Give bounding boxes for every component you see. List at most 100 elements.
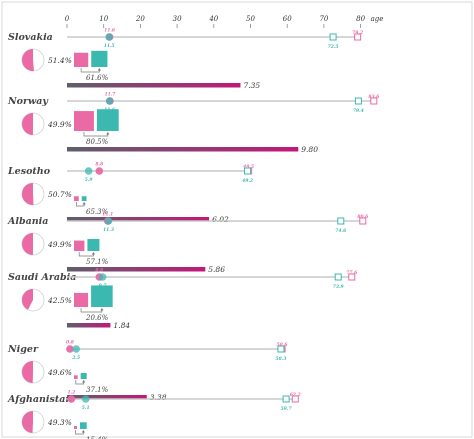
end-label-male: 79.4 <box>353 108 364 114</box>
pie-percent-label: 49.9% <box>47 120 72 129</box>
square-male <box>91 285 113 307</box>
bar-value-label: 3.38 <box>150 393 167 402</box>
dot-label-male: 11.5 <box>104 43 115 49</box>
end-label-male: 73.9 <box>333 284 345 290</box>
axis-tick-label: 40 <box>208 15 218 23</box>
dot-label-female: 8.8 <box>95 162 104 168</box>
dot-male <box>81 395 90 403</box>
pie-percent-label: 49.9% <box>47 240 72 249</box>
square-male <box>80 372 87 379</box>
square-female <box>74 111 94 131</box>
value-bar <box>67 395 147 400</box>
end-label-female: 83.6 <box>368 94 380 100</box>
square-female <box>74 52 89 67</box>
bracket-arrow <box>82 202 86 205</box>
axis-tick-label: 60 <box>283 15 292 23</box>
bracket-percent: 20.6% <box>85 314 109 322</box>
end-label-male: 49.2 <box>242 178 253 184</box>
axis-tick-label: 70 <box>319 15 328 23</box>
bar-value-label: 7.35 <box>243 81 260 90</box>
country-row-slovakia: Slovakia 79.2 72.5 11.6 11.5 61.6% 7.35 51.4% <box>8 28 363 91</box>
dot-female <box>66 345 74 353</box>
square-male <box>87 238 100 251</box>
end-marker-male <box>337 217 345 225</box>
end-label-male: 58.3 <box>275 356 286 362</box>
bracket-connector <box>78 252 94 257</box>
square-male <box>96 109 119 131</box>
dot-label-female: 11.7 <box>104 92 116 98</box>
axis-tick-label: 80 <box>356 15 365 23</box>
end-marker-male <box>334 273 342 281</box>
end-marker-male <box>354 97 362 105</box>
end-label-female: 62.2 <box>290 392 301 398</box>
bracket-percent: 80.5% <box>86 138 109 146</box>
pie-slice-female <box>22 183 34 205</box>
dot-female <box>95 167 104 175</box>
bracket-connector <box>80 68 100 73</box>
pie-slice-female <box>22 361 33 383</box>
bracket-arrow <box>100 308 104 311</box>
dot-label-male: 2.5 <box>71 355 80 361</box>
end-marker-male <box>282 395 290 403</box>
square-female <box>74 196 79 201</box>
end-marker-male <box>244 167 252 175</box>
pie-slice-female <box>21 49 34 71</box>
end-marker-female <box>359 217 367 225</box>
pie-slice-female <box>21 233 33 255</box>
bracket-connector <box>83 132 109 137</box>
bar-value-label: 6.02 <box>212 215 229 224</box>
pie-percent-label: 51.4% <box>48 56 72 65</box>
country-name: Albania <box>7 216 48 227</box>
bracket-arrow <box>82 380 86 383</box>
end-marker-female <box>348 273 356 281</box>
value-bar <box>67 83 241 88</box>
bracket-percent: 65.3% <box>86 208 109 216</box>
value-bar <box>67 323 111 328</box>
axis-label: age <box>371 15 384 23</box>
country-name: Saudi Arabia <box>8 272 76 283</box>
square-female <box>74 292 89 307</box>
country-name: Lesotho <box>7 166 51 177</box>
end-marker-female <box>370 97 378 105</box>
axis-tick-label: 50 <box>246 15 255 23</box>
end-label-male: 59.7 <box>281 406 293 412</box>
country-row-lesotho: Lesotho 49.5 49.2 8.8 5.9 65.3% 6.02 50.7% <box>7 162 254 225</box>
pie-slice-female <box>22 113 33 135</box>
dot-label-female: 0.8 <box>66 340 75 346</box>
end-label-female: 79.2 <box>352 30 363 36</box>
dot-male <box>104 217 113 225</box>
country-name: Afghanistan <box>7 394 72 405</box>
bracket-arrow <box>97 68 101 71</box>
dot-male <box>105 33 114 41</box>
country-name: Niger <box>7 344 39 355</box>
end-marker-female <box>291 395 299 403</box>
square-female <box>74 240 85 251</box>
dot-female <box>67 395 76 403</box>
end-label-female: 77.6 <box>346 270 358 276</box>
country-name: Slovakia <box>8 32 53 43</box>
bracket-percent: 61.6% <box>86 74 109 82</box>
top-axis: 0 10 20 30 40 50 60 70 80 age <box>65 15 384 28</box>
value-bar <box>67 267 206 272</box>
country-name: Norway <box>7 96 49 107</box>
end-label-female: 49.5 <box>243 164 254 170</box>
bracket-percent: 15.4% <box>86 436 109 439</box>
pie-percent-label: 50.7% <box>48 190 72 199</box>
dot-male <box>98 273 107 281</box>
bracket-arrow <box>81 430 85 433</box>
pie-percent-label: 49.3% <box>47 418 72 427</box>
value-bar <box>67 147 299 152</box>
dot-male <box>105 97 114 105</box>
end-marker-male <box>329 33 337 41</box>
axis-tick-label: 20 <box>135 15 145 23</box>
dot-label-male: 5.9 <box>85 177 94 183</box>
end-label-male: 72.5 <box>328 44 339 50</box>
bracket-connector <box>80 308 103 313</box>
dot-label-female: 11.6 <box>104 28 116 34</box>
dot-label-male: 5.1 <box>82 405 90 411</box>
end-marker-male <box>277 345 285 353</box>
